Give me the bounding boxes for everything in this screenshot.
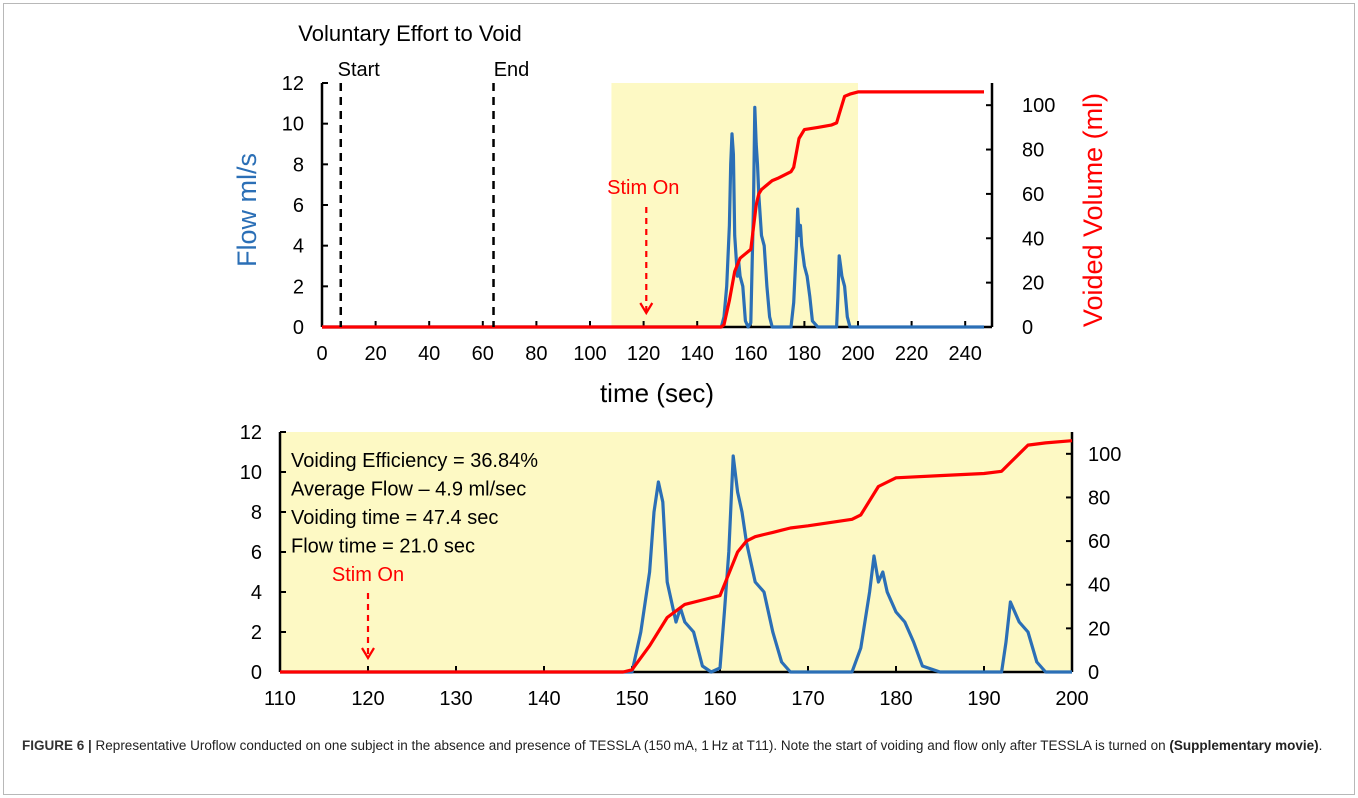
flow-series-line	[322, 105, 984, 329]
y-left-tick-label: 0	[293, 317, 304, 339]
caption-end: .	[1318, 738, 1323, 753]
stim-on-arrow-head	[361, 647, 375, 661]
x-tick-label: 120	[627, 343, 660, 365]
x-tick-label: 190	[967, 688, 1000, 710]
x-tick-label: 160	[703, 688, 736, 710]
x-tick-label: 130	[439, 688, 472, 710]
y-right-tick-label: 80	[1088, 487, 1110, 509]
y-left-tick-label: 8	[251, 502, 262, 524]
x-tick-label: 140	[527, 688, 560, 710]
x-tick-label: 20	[364, 343, 386, 365]
y-right-tick-label: 20	[1022, 273, 1044, 295]
y-right-tick-label: 40	[1088, 575, 1110, 597]
x-tick-label: 200	[841, 343, 874, 365]
y-right-tick-label: 20	[1088, 618, 1110, 640]
x-tick-label: 180	[788, 343, 821, 365]
y-left-tick-label: 4	[251, 582, 262, 604]
x-tick-label: 240	[949, 343, 982, 365]
start-marker-label: Start	[338, 59, 381, 81]
x-tick-label: 140	[681, 343, 714, 365]
y-left-tick-label: 8	[293, 154, 304, 176]
stim-highlight-region	[280, 432, 1072, 672]
y-right-tick-label: 80	[1022, 140, 1044, 162]
y-left-tick-label: 12	[282, 73, 304, 95]
x-tick-label: 160	[734, 343, 767, 365]
y-right-tick-label: 60	[1088, 531, 1110, 553]
y-left-tick-label: 4	[293, 236, 304, 258]
x-axis-label: time (sec)	[600, 378, 714, 408]
y-left-tick-label: 10	[240, 462, 262, 484]
y-right-axis-label: Voided Volume (ml)	[1078, 93, 1108, 327]
volume-series-line	[280, 439, 1073, 674]
caption-text: Representative Uroflow conducted on one …	[91, 738, 1170, 753]
figure-frame	[3, 3, 1355, 795]
x-tick-label: 0	[316, 343, 327, 365]
y-right-tick-label: 60	[1022, 184, 1044, 206]
volume-series-line	[322, 90, 984, 329]
x-tick-label: 80	[525, 343, 547, 365]
stats-line: Average Flow – 4.9 ml/sec	[291, 479, 526, 501]
y-right-tick-label: 100	[1088, 444, 1121, 466]
end-marker-label: End	[494, 59, 530, 81]
stats-line: Flow time = 21.0 sec	[291, 536, 475, 558]
y-right-tick-label: 0	[1088, 662, 1099, 684]
y-right-tick-label: 100	[1022, 95, 1055, 117]
stats-line: Voiding Efficiency = 36.84%	[291, 450, 538, 472]
stim-on-arrow-head	[639, 302, 654, 316]
x-tick-label: 40	[418, 343, 440, 365]
y-left-tick-label: 6	[293, 195, 304, 217]
y-left-tick-label: 10	[282, 114, 304, 136]
flow-series-line	[280, 454, 1072, 674]
voluntary-effort-label: Voluntary Effort to Void	[298, 21, 521, 46]
y-right-tick-label: 40	[1022, 228, 1044, 250]
x-tick-label: 180	[879, 688, 912, 710]
y-left-tick-label: 0	[251, 662, 262, 684]
x-tick-label: 110	[264, 688, 296, 710]
x-tick-label: 220	[895, 343, 928, 365]
y-left-axis-label: Flow ml/s	[232, 153, 262, 267]
y-left-tick-label: 12	[240, 422, 262, 444]
figure-charts: 0 20 40 60 80 100 120 140 160 180 200 220 2400246810…	[232, 21, 1121, 710]
stats-line: Voiding time = 47.4 sec	[291, 507, 498, 529]
x-tick-label: 100	[573, 343, 606, 365]
stim-on-label: Stim On	[607, 177, 679, 199]
x-tick-label: 200	[1055, 688, 1088, 710]
stim-on-label: Stim On	[332, 564, 404, 586]
y-left-tick-label: 2	[293, 276, 304, 298]
y-left-tick-label: 6	[251, 542, 262, 564]
x-tick-label: 60	[472, 343, 494, 365]
x-tick-label: 150	[615, 688, 648, 710]
caption-label: FIGURE 6 |	[22, 738, 92, 753]
x-tick-label: 120	[351, 688, 384, 710]
figure-caption: FIGURE 6 | Representative Uroflow conduc…	[22, 736, 1338, 756]
x-tick-label: 170	[791, 688, 824, 710]
caption-link[interactable]: (Supplementary movie)	[1169, 738, 1319, 753]
y-left-tick-label: 2	[251, 622, 262, 644]
y-right-tick-label: 0	[1022, 317, 1033, 339]
